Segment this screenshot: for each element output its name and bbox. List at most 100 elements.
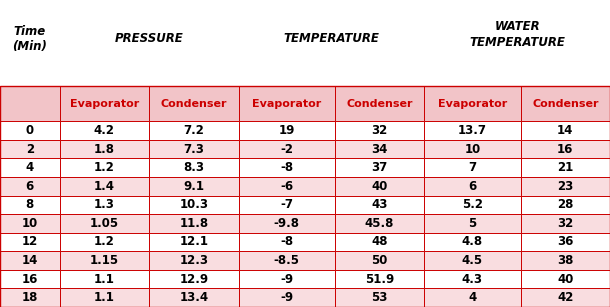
Text: 1.8: 1.8 [94,143,115,156]
Text: 6: 6 [26,180,34,193]
Text: 16: 16 [21,273,38,286]
Text: 4.5: 4.5 [462,254,483,267]
Bar [520,214,610,233]
Text: 1.15: 1.15 [90,254,119,267]
Text: 7.3: 7.3 [184,143,204,156]
Bar [239,196,335,214]
Bar [335,214,425,233]
Text: 5: 5 [468,217,476,230]
Bar [149,289,239,307]
Text: 4.8: 4.8 [462,235,483,248]
Bar [425,289,520,307]
Text: 4: 4 [468,291,476,304]
Bar [520,121,610,140]
Text: 11.8: 11.8 [179,217,209,230]
Bar [239,140,335,158]
Text: -7: -7 [280,198,293,211]
Bar [149,270,239,289]
Bar [425,140,520,158]
Text: 12.1: 12.1 [179,235,209,248]
Bar [149,233,239,251]
Text: -2: -2 [280,143,293,156]
Text: 13.4: 13.4 [179,291,209,304]
Bar [335,140,425,158]
Bar [0,140,60,158]
Text: 53: 53 [371,291,388,304]
Text: 12.3: 12.3 [179,254,209,267]
Bar [425,196,520,214]
Text: 1.2: 1.2 [94,161,115,174]
Text: 14: 14 [21,254,38,267]
Text: Condenser: Condenser [346,99,413,109]
Text: 45.8: 45.8 [365,217,394,230]
Bar [60,270,149,289]
Text: Condenser: Condenser [532,99,598,109]
Bar [335,121,425,140]
Bar [60,121,149,140]
Text: 5.2: 5.2 [462,198,483,211]
Bar [425,233,520,251]
Text: 34: 34 [371,143,388,156]
Bar [239,251,335,270]
Text: 1.2: 1.2 [94,235,115,248]
Bar [520,270,610,289]
Bar [425,214,520,233]
Text: 1.4: 1.4 [94,180,115,193]
Bar [60,289,149,307]
Bar [0,289,60,307]
Text: Evaporator: Evaporator [438,99,507,109]
Bar [335,177,425,196]
Bar [149,86,239,121]
Text: 50: 50 [371,254,388,267]
Bar [335,86,425,121]
Text: 13.7: 13.7 [458,124,487,137]
Text: 4: 4 [26,161,34,174]
Text: 38: 38 [557,254,573,267]
Text: 10.3: 10.3 [179,198,209,211]
Bar [239,121,335,140]
Bar [60,251,149,270]
Bar [0,177,60,196]
Bar [0,251,60,270]
Bar [60,177,149,196]
Bar [60,196,149,214]
Bar [335,289,425,307]
Text: 1.05: 1.05 [90,217,119,230]
Bar [425,251,520,270]
Text: WATER
TEMPERATURE: WATER TEMPERATURE [469,20,565,49]
Text: Evaporator: Evaporator [70,99,139,109]
Bar [60,158,149,177]
Text: 8.3: 8.3 [184,161,204,174]
Text: 4.3: 4.3 [462,273,483,286]
Text: -8.5: -8.5 [274,254,300,267]
Text: 14: 14 [557,124,573,137]
Text: 43: 43 [371,198,388,211]
Text: -8: -8 [280,235,293,248]
Text: 9.1: 9.1 [184,180,204,193]
Text: 37: 37 [371,161,388,174]
Bar [520,158,610,177]
Text: 40: 40 [371,180,388,193]
Bar [239,86,335,121]
Bar [0,0,610,86]
Bar [335,251,425,270]
Text: 8: 8 [26,198,34,211]
Text: 1.1: 1.1 [94,291,115,304]
Bar [60,140,149,158]
Bar [239,158,335,177]
Text: 51.9: 51.9 [365,273,394,286]
Bar [0,270,60,289]
Bar [149,214,239,233]
Bar [60,86,149,121]
Bar [60,214,149,233]
Text: 42: 42 [557,291,573,304]
Bar [149,196,239,214]
Bar [520,177,610,196]
Bar [520,233,610,251]
Bar [149,121,239,140]
Text: -6: -6 [280,180,293,193]
Text: 32: 32 [557,217,573,230]
Text: 7.2: 7.2 [184,124,204,137]
Text: 19: 19 [279,124,295,137]
Text: 28: 28 [557,198,573,211]
